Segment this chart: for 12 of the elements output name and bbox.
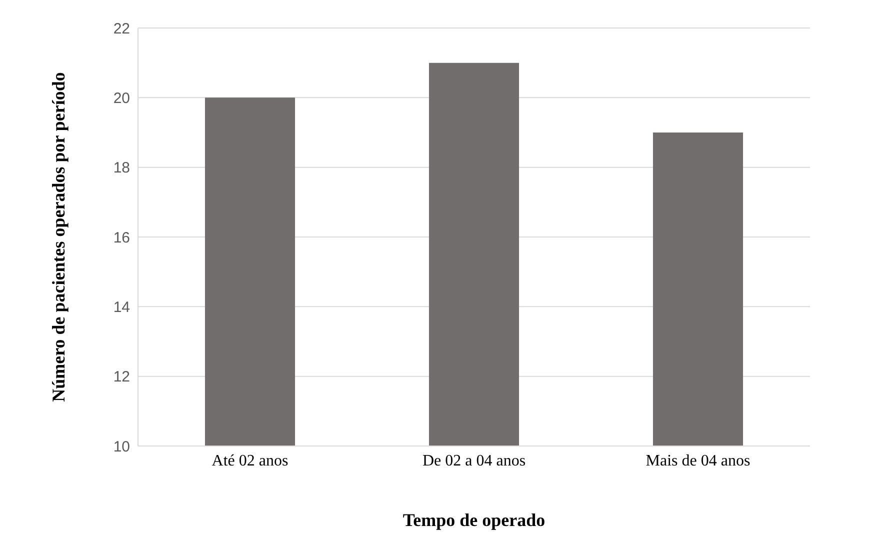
x-tick-label: Até 02 anos	[212, 452, 288, 470]
y-tick-label: 20	[113, 90, 130, 107]
x-tick-label: Mais de 04 anos	[646, 452, 750, 470]
x-axis-title: Tempo de operado	[402, 510, 546, 530]
y-tick-label: 12	[113, 368, 130, 386]
y-tick-label: 16	[113, 229, 130, 246]
x-tick-label: De 02 a 04 anos	[422, 452, 526, 470]
y-tick-label: 14	[113, 298, 130, 316]
y-axis-title: Número de pacientes operados por período	[48, 72, 68, 402]
y-tick-label: 10	[113, 438, 130, 456]
y-tick-label: 18	[113, 160, 130, 177]
y-tick-label: 22	[113, 20, 130, 38]
